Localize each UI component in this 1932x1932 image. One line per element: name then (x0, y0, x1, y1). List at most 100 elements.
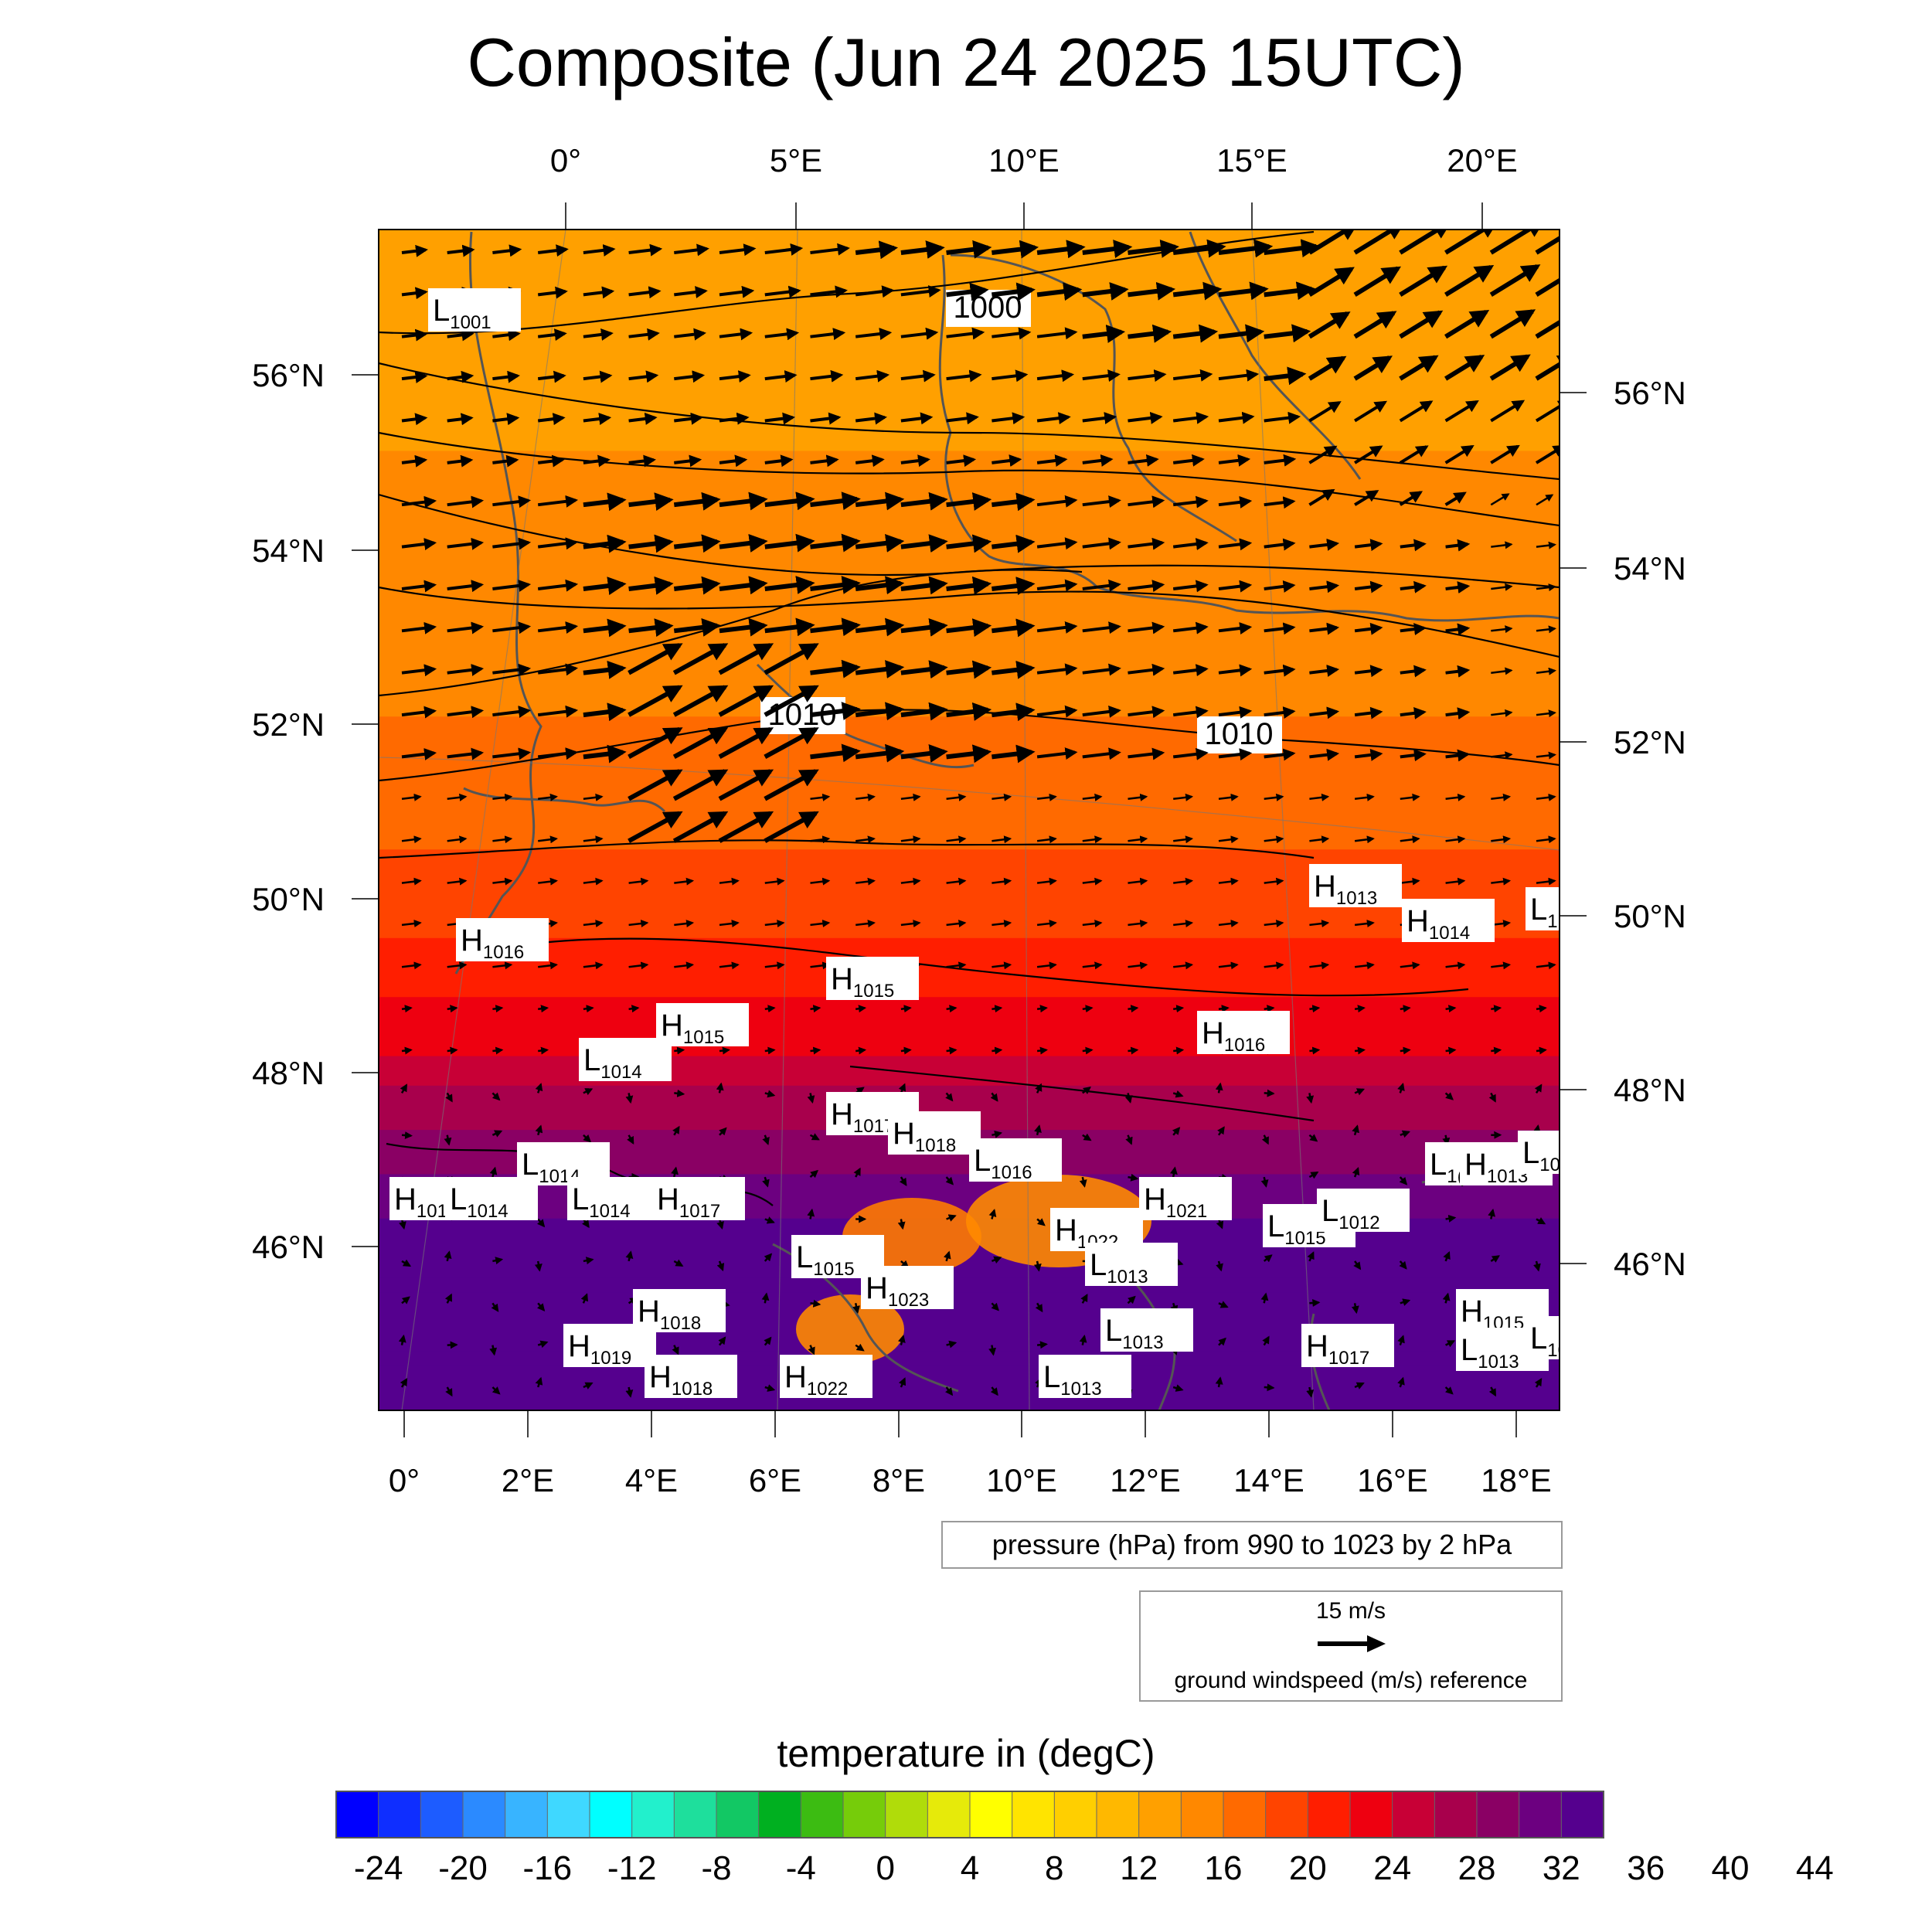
temperature-field (379, 230, 1560, 1410)
wind-vector (1082, 1005, 1094, 1013)
high-pressure-label: H1015 (826, 957, 919, 1002)
wind-vector (946, 534, 992, 553)
wind-vector (1082, 747, 1121, 760)
wind-vector (674, 877, 695, 886)
wind-vector (583, 702, 627, 722)
wind-vector (1535, 236, 1560, 255)
temperature-band (379, 672, 1560, 689)
temperature-band (379, 716, 1560, 733)
wind-vector (716, 1082, 724, 1094)
colorbar-tick-label: -4 (786, 1849, 816, 1887)
temperature-band (379, 1026, 1560, 1043)
wind-vector (1173, 877, 1194, 886)
temperature-band (379, 864, 1560, 880)
wind-vector (672, 1345, 679, 1355)
wind-vector (1173, 961, 1194, 970)
wind-vector (1353, 266, 1401, 297)
wind-vector (855, 743, 905, 763)
wind-vector (1533, 1260, 1541, 1272)
low-pressure-label: L1 (1526, 887, 1560, 932)
svg-text:L1013: L1013 (1105, 1314, 1164, 1353)
wind-vector (762, 1134, 770, 1145)
wind-vector (992, 454, 1022, 468)
wind-vector (764, 1005, 776, 1013)
wind-vector (1172, 324, 1219, 343)
wind-vector (992, 282, 1036, 301)
wind-vector (1309, 622, 1340, 635)
wind-vector (719, 454, 748, 468)
wind-vector (764, 769, 819, 801)
wind-vector (583, 961, 604, 970)
wind-vector (1399, 265, 1448, 297)
wind-vector (1445, 961, 1466, 970)
wind-vector (718, 685, 774, 717)
wind-vector (1491, 1046, 1502, 1055)
wind-vector (810, 369, 844, 383)
wind-vector (1218, 1005, 1230, 1013)
wind-vector (1264, 835, 1284, 844)
wind-vector (992, 327, 1032, 340)
temperature-band (379, 702, 1560, 718)
wind-vector (489, 1166, 498, 1178)
wind-vector (1173, 1005, 1185, 1013)
svg-text:H1018: H1018 (893, 1117, 956, 1156)
wind-vector (992, 660, 1036, 679)
wind-vector (1536, 667, 1556, 675)
wind-vector (1082, 454, 1114, 467)
wind-vector (673, 617, 721, 637)
wind-vector (1264, 1089, 1275, 1097)
pressure-center-labels: L1001H1013H1014L1H1016H1015H1015L1014H10… (389, 288, 1560, 1400)
wind-vector (900, 793, 921, 801)
svg-text:H1017: H1017 (1306, 1329, 1369, 1369)
wind-vector (1444, 230, 1499, 255)
wind-vector (810, 743, 861, 763)
wind-vector (1218, 538, 1253, 551)
low-pressure-label: L10 (1526, 1316, 1560, 1361)
wind-vector (1444, 264, 1495, 297)
wind-vector (447, 793, 468, 801)
wind-vector (583, 454, 611, 468)
wind-vector (1399, 355, 1439, 381)
wind-vector (491, 1302, 499, 1312)
wind-vector (1490, 493, 1510, 506)
wind-vector (492, 793, 513, 801)
wind-vector (447, 1005, 458, 1013)
top-lon-tick-label: 20°E (1447, 142, 1518, 179)
colorbar-swatch (1392, 1791, 1435, 1838)
wind-vector (764, 1216, 775, 1224)
temperature-band (379, 1292, 1560, 1308)
wind-vector (764, 643, 819, 675)
wind-vector (764, 412, 795, 425)
bottom-lon-tick-label: 2°E (502, 1462, 554, 1498)
wind-vector (946, 1340, 957, 1349)
wind-vector (719, 961, 740, 970)
wind-vector (1128, 580, 1165, 593)
wind-vector (1444, 444, 1475, 464)
wind-vector (627, 1134, 634, 1145)
wind-vector (1536, 541, 1556, 549)
svg-text:L1016: L1016 (974, 1144, 1032, 1183)
wind-vector (401, 621, 437, 634)
svg-text:H1022: H1022 (784, 1360, 848, 1400)
bottom-lon-tick-label: 8°E (872, 1462, 925, 1498)
low-pressure-label: L10 (1518, 1131, 1560, 1175)
wind-vector (852, 1303, 860, 1314)
wind-vector (1082, 877, 1103, 886)
wind-vector (900, 744, 948, 763)
wind-vector (1218, 622, 1253, 634)
wind-vector (1128, 1046, 1139, 1055)
wind-vector (534, 1260, 543, 1272)
colorbar-tick-label: 44 (1796, 1849, 1834, 1887)
temperature-band (379, 1395, 1560, 1410)
wind-vector (447, 961, 468, 970)
wind-vector (445, 1386, 453, 1397)
svg-text:H1014: H1014 (1406, 904, 1470, 944)
wind-vector (946, 327, 985, 340)
wind-vector (1308, 311, 1351, 339)
wind-vector (1172, 495, 1209, 509)
wind-vector (1399, 310, 1444, 339)
colorbar-swatch (1181, 1791, 1224, 1838)
wind-vector (1218, 454, 1251, 467)
colorbar-swatch (1350, 1791, 1393, 1838)
wind-vector (855, 702, 905, 721)
